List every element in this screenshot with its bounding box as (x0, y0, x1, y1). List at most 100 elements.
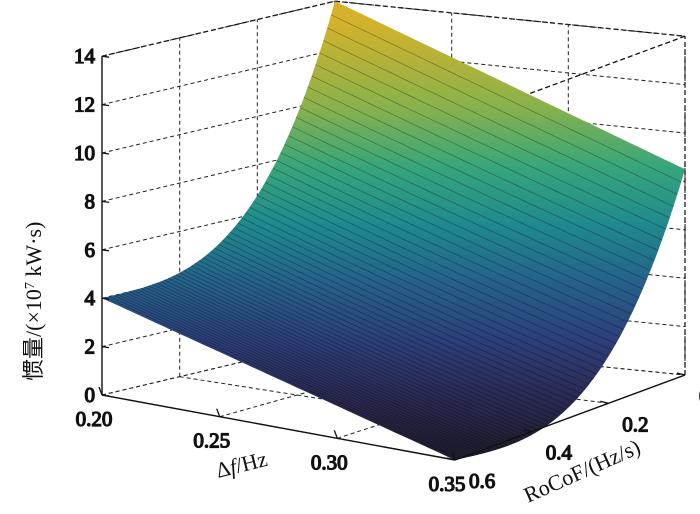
axis-lines (101, 56, 686, 461)
x-tick (216, 408, 221, 417)
x-tick-label: 0.30 (311, 450, 348, 474)
z-tick (101, 103, 110, 107)
mesh-line (315, 64, 666, 230)
mesh-line (132, 290, 486, 454)
mesh-line (202, 257, 555, 421)
mesh-line (261, 188, 613, 351)
x-tick-label: 0.35 (429, 472, 466, 496)
mesh-line (214, 247, 567, 411)
gridline (334, 0, 686, 37)
z-tick (101, 345, 110, 349)
z-tick (101, 297, 110, 300)
mesh-line (241, 217, 594, 380)
mesh-line (163, 279, 517, 443)
z-tick-label: 12 (74, 93, 95, 117)
mesh-line (257, 195, 609, 357)
mesh-line (303, 97, 655, 261)
mesh-line (299, 107, 651, 271)
mesh-line (129, 291, 482, 455)
y-tick-label: 0.6 (469, 469, 495, 493)
y-tick-label: 0.2 (622, 412, 648, 436)
y-tick (446, 457, 456, 461)
mesh-line (280, 152, 632, 315)
mesh-line (319, 52, 670, 219)
y-tick (600, 400, 609, 404)
mesh-line (171, 276, 525, 440)
mesh-line (323, 40, 674, 207)
mesh-line (136, 289, 490, 453)
mesh-line (109, 296, 463, 459)
mesh-line (253, 201, 605, 363)
x-tick-label: 0.25 (193, 429, 230, 453)
mesh-line (144, 286, 498, 450)
z-tick-label: 14 (74, 44, 96, 68)
mesh-line (191, 265, 544, 429)
z-tick (101, 200, 110, 204)
z-tick-label: 4 (85, 286, 96, 310)
y-tick-label: 0.4 (546, 441, 573, 465)
surface-mesh (105, 14, 682, 460)
mesh-line (264, 182, 617, 344)
mesh-line (187, 267, 540, 431)
mesh-line (330, 14, 682, 183)
mesh-line (206, 254, 559, 417)
mesh-line (218, 244, 571, 407)
mesh-line (237, 222, 590, 385)
z-tick-label: 6 (85, 238, 96, 262)
mesh-line (152, 284, 505, 448)
mesh-line (288, 135, 640, 299)
mesh-line (156, 282, 509, 446)
mesh-line (276, 160, 628, 323)
y-axis-label: RoCoF/(Hz/s) (520, 434, 644, 508)
mesh-line (233, 227, 586, 390)
mesh-line (307, 86, 659, 251)
mesh-line (121, 293, 475, 457)
mesh-line (140, 287, 494, 451)
x-tick (451, 451, 456, 461)
z-axis-label: 惯量/(×107 kW·s) (21, 222, 47, 381)
mesh-line (117, 294, 471, 457)
z-tick (101, 394, 110, 397)
mesh-line (167, 277, 521, 442)
mesh-line (198, 260, 551, 423)
mesh-line (226, 236, 578, 399)
gridline (101, 0, 336, 57)
z-tick-label: 0 (85, 383, 96, 407)
inertia-surface (102, 1, 685, 460)
mesh-line (179, 272, 532, 436)
mesh-line (268, 175, 620, 338)
z-tick-label: 10 (74, 141, 95, 165)
mesh-line (160, 281, 513, 445)
mesh-line (249, 206, 601, 369)
mesh-line (175, 274, 528, 438)
mesh-line (272, 167, 624, 330)
y-tick (676, 372, 686, 376)
mesh-line (292, 126, 643, 290)
z-tick-label: 2 (85, 335, 96, 359)
mesh-line (113, 295, 467, 458)
y-axis-line (454, 374, 686, 461)
mesh-line (148, 285, 502, 449)
mesh-line (230, 231, 582, 394)
mesh-line (195, 262, 548, 426)
x-tick (333, 430, 338, 439)
z-tick (101, 152, 110, 155)
y-tick (523, 429, 532, 433)
mesh-line (183, 270, 536, 434)
x-tick (98, 386, 103, 396)
mesh-line (327, 27, 678, 195)
mesh-line (105, 296, 459, 460)
mesh-line (284, 143, 636, 307)
mesh-line (296, 116, 647, 281)
x-axis-line (101, 394, 456, 461)
z-tick-label: 8 (85, 189, 96, 213)
z-tick (101, 249, 110, 252)
mesh-line (311, 75, 663, 241)
gridline (101, 97, 336, 154)
mesh-line (222, 240, 574, 403)
mesh-line (245, 212, 597, 375)
gridline (101, 49, 336, 106)
x-tick-label: 0.20 (76, 407, 113, 431)
